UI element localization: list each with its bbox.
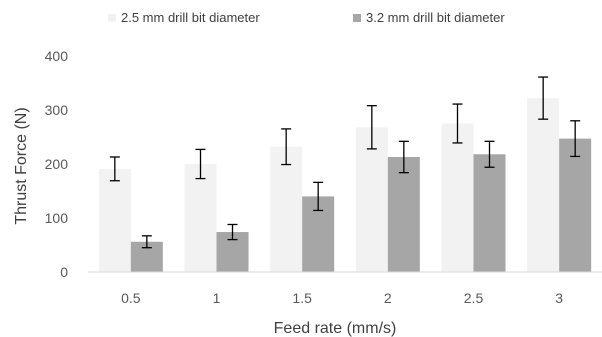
- bar-series-1-1.5: [270, 146, 303, 272]
- error-bar-series-2-3: [570, 120, 581, 158]
- error-bar-series-2-0.5: [141, 235, 152, 249]
- error-bar-series-2-1: [227, 223, 238, 241]
- y-tick-label: 300: [45, 102, 69, 118]
- error-bar-series-1-1.5: [281, 128, 292, 166]
- y-tick-label: 100: [45, 210, 69, 226]
- bar-series-1-2.5: [441, 123, 474, 272]
- y-axis-ticks: 0 100 200 300 400: [45, 48, 69, 280]
- legend-swatch-series-1: [108, 14, 116, 22]
- error-bar-series-1-0.5: [109, 156, 120, 182]
- error-bar-series-1-3: [538, 76, 549, 120]
- bar-series-2-3: [559, 138, 592, 272]
- bar-series-2-2.5: [473, 154, 506, 272]
- x-tick-label: 1.5: [292, 290, 312, 306]
- bar-series-1-2: [355, 127, 388, 272]
- x-tick-label: 3: [555, 290, 563, 306]
- x-tick-label: 0.5: [121, 290, 141, 306]
- error-bars: [109, 76, 581, 249]
- bar-series-1-0.5: [98, 168, 131, 272]
- error-bar-series-2-2.5: [484, 140, 495, 168]
- x-axis-ticks: 0.5 1 1.5 2 2.5 3: [121, 290, 563, 306]
- legend: 2.5 mm drill bit diameter 3.2 mm drill b…: [108, 10, 505, 25]
- x-axis-title: Feed rate (mm/s): [274, 320, 397, 337]
- error-bar-series-1-2.5: [452, 103, 463, 144]
- error-bar-series-2-2: [398, 140, 409, 174]
- bar-series-1-3: [527, 98, 560, 273]
- x-tick-label: 1: [213, 290, 221, 306]
- y-tick-label: 0: [60, 264, 68, 280]
- y-axis-title: Thrust Force (N): [13, 107, 30, 224]
- x-tick-label: 2: [384, 290, 392, 306]
- bar-series-2-2: [387, 156, 420, 272]
- legend-label-series-1: 2.5 mm drill bit diameter: [121, 10, 260, 25]
- error-bar-series-1-1: [195, 148, 206, 180]
- error-bar-series-2-1.5: [313, 181, 324, 212]
- error-bar-series-1-2: [366, 105, 377, 150]
- legend-swatch-series-2: [353, 14, 361, 22]
- y-tick-label: 200: [45, 156, 69, 172]
- x-tick-label: 2.5: [464, 290, 484, 306]
- bar-series-1-1: [184, 164, 217, 272]
- bars: [98, 98, 592, 273]
- y-tick-label: 400: [45, 48, 69, 64]
- legend-label-series-2: 3.2 mm drill bit diameter: [366, 10, 505, 25]
